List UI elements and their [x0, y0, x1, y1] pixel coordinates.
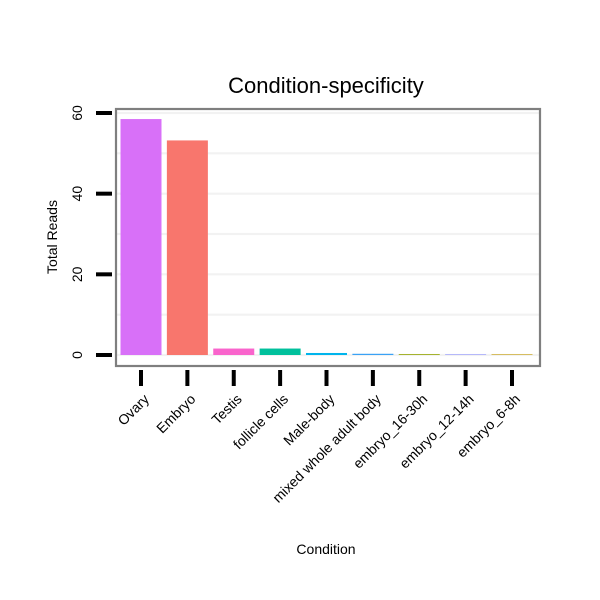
bar-male-body — [306, 352, 347, 355]
y-tick-label: 0 — [69, 351, 85, 359]
bar-embryo — [166, 140, 208, 355]
y-tick-label: 60 — [69, 105, 85, 121]
y-tick-label: 40 — [69, 186, 85, 202]
bar-testis — [213, 348, 255, 355]
bar-embryo-6-8h — [491, 354, 533, 355]
bar-follicle-cells — [259, 348, 301, 355]
panel-border — [114, 107, 542, 368]
bar-mixed-whole-adult-body — [352, 353, 394, 355]
bar-embryo-12-14h — [445, 354, 487, 355]
bar-embryo-16-30h — [398, 354, 440, 355]
y-tick-label: 20 — [69, 266, 85, 282]
chart-title: Condition-specificity — [228, 73, 424, 98]
bar-ovary — [120, 119, 162, 355]
x-axis-label: Condition — [296, 541, 355, 557]
y-axis-label: Total Reads — [44, 200, 60, 274]
